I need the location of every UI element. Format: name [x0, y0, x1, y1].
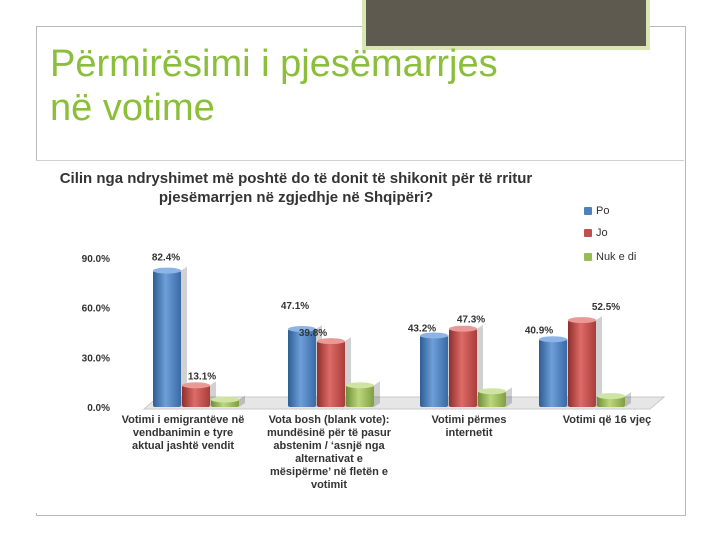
- legend-label-nuk-e-di: Nuk e di: [596, 251, 637, 263]
- y-tick-label: 30.0%: [82, 353, 110, 364]
- legend-swatch-nuk-e-di: [584, 253, 592, 262]
- decorative-header-box: [362, 0, 650, 50]
- bar-body: [478, 391, 506, 407]
- bar-top: [597, 393, 625, 400]
- data-labels: 82.4% 13.1% 47.1% 39.8% 43.2% 47.3% 40.9% 52.5%: [152, 253, 620, 383]
- bar-side: [596, 316, 602, 407]
- data-label: 39.8%: [299, 328, 327, 339]
- x-category-label: Votimi përmes internetit: [431, 414, 507, 439]
- bar-top: [182, 382, 210, 389]
- bar-side: [625, 392, 631, 407]
- bar-body: [346, 385, 374, 407]
- legend-label-po: Po: [596, 205, 610, 217]
- title-divider: [36, 160, 684, 161]
- bar-body: [539, 339, 567, 407]
- bar-top: [449, 325, 477, 332]
- y-tick-label: 90.0%: [82, 254, 110, 265]
- data-label: 43.2%: [408, 323, 436, 334]
- bar-side: [374, 381, 380, 407]
- bar-top: [153, 267, 181, 274]
- slide-title: Përmirësimi i pjesëmarrjes në votime: [50, 42, 650, 130]
- legend-item-jo: Jo: [584, 227, 608, 241]
- bar-body: [288, 329, 316, 407]
- data-label: 82.4%: [152, 253, 180, 264]
- x-category-label: Votimi i emigrantëve në vendbanimin e ty…: [121, 414, 245, 452]
- legend-label-jo: Jo: [596, 227, 608, 239]
- bar-chart: 0.0% 30.0% 60.0% 90.0% 82.4% 13.1% 47.1% 39.8%…: [82, 253, 666, 414]
- bar-body: [182, 385, 210, 407]
- chart-title: Cilin nga ndryshimet më poshtë do të don…: [59, 170, 533, 206]
- bar-body: [449, 328, 477, 407]
- bar-top: [539, 336, 567, 343]
- bar-top: [420, 332, 448, 339]
- bar-top: [346, 382, 374, 389]
- bar: [182, 381, 216, 407]
- data-label: 47.3%: [457, 315, 485, 326]
- bar-body: [420, 335, 448, 407]
- chart-panel: Cilin nga ndryshimet më poshtë do të don…: [36, 161, 684, 513]
- bar: [346, 381, 380, 407]
- legend-swatch-jo: [584, 229, 592, 238]
- bar: [420, 331, 454, 407]
- data-label: 47.1%: [281, 301, 309, 312]
- x-category-label: Vota bosh (blank vote): mundësinë për të…: [266, 414, 392, 491]
- y-tick-label: 0.0%: [87, 403, 110, 414]
- bar: [568, 316, 602, 407]
- bar-side: [239, 395, 245, 407]
- legend-item-nuk-e-di: Nuk e di: [584, 251, 636, 265]
- bar-side: [181, 266, 187, 407]
- bar: [449, 324, 483, 407]
- slide-title-line1: Përmirësimi i pjesëmarrjes: [50, 43, 498, 85]
- bar: [539, 335, 573, 407]
- bar-top: [478, 388, 506, 395]
- bar: [478, 387, 512, 407]
- bar-body: [317, 341, 345, 407]
- x-category-label: Votimi që 16 vjeç: [562, 414, 652, 426]
- bar: [153, 266, 187, 407]
- bar-body: [568, 320, 596, 407]
- bar-top: [317, 338, 345, 345]
- bar-top: [288, 326, 316, 333]
- y-axis-ticks: 0.0% 30.0% 60.0% 90.0%: [82, 254, 110, 414]
- bar-body: [153, 270, 181, 407]
- bar-side: [477, 324, 483, 407]
- bar: [597, 392, 631, 407]
- slide-title-line2: në votime: [50, 87, 215, 129]
- bar-side: [506, 387, 512, 407]
- data-label: 13.1%: [188, 371, 216, 382]
- bar: [317, 337, 351, 407]
- bar-body: [597, 396, 625, 407]
- bar-top: [211, 396, 239, 403]
- bars: [153, 266, 631, 407]
- legend-swatch-po: [584, 207, 592, 216]
- bar-top: [568, 317, 596, 324]
- y-tick-label: 60.0%: [82, 304, 110, 315]
- data-label: 52.5%: [592, 302, 620, 313]
- data-label: 40.9%: [525, 325, 553, 336]
- legend-item-po: Po: [584, 205, 609, 219]
- bar: [211, 395, 245, 407]
